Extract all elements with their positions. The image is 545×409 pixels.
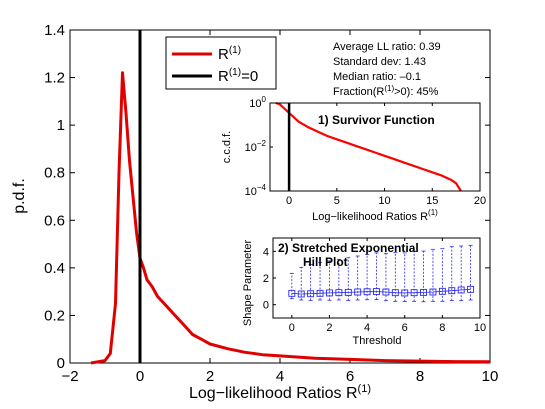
hill-x-tick-label: 8 [439,322,445,334]
survivor-y-tick-label: 10−2 [245,139,267,154]
hill-point-marker [438,287,446,295]
pdf-series-line [90,71,491,365]
hill-title-line-2: Hill Plot [303,255,348,269]
main-x-tick-label: −2 [61,368,78,385]
stat-median: Median ratio: –0.1 [333,71,421,83]
hill-point-marker [354,288,362,296]
main-x-tick-label: 2 [206,368,214,385]
main-x-tick-label: 10 [482,368,499,385]
hill-point-marker [363,288,371,296]
stat-average: Average LL ratio: 0.39 [333,41,441,53]
survivor-x-tick-label: 0 [286,195,292,207]
main-x-tick-label: 6 [346,368,354,385]
survivor-inset: 0 5 10 15 20 100 10−2 10−4 1) Survivor Function… [221,95,486,223]
hill-y-tick-label: 2 [263,273,269,285]
hill-point-marker [326,289,333,297]
stat-fraction: Fraction(R(1)>0): 45% [333,84,439,98]
hill-inset: 0 2 4 6 8 10 0 2 4 2) Stretched Exponential Hill… [242,237,486,347]
main-x-axis-label: Log−likelihood Ratios R(1) [189,383,371,402]
hill-axis-ticks [273,238,481,318]
survivor-x-tick-label: 10 [378,195,390,207]
legend-box [165,36,277,90]
survivor-series-layer [275,101,462,192]
legend-label-r1-zero: R(1)=0 [218,67,258,85]
main-series-layer [90,30,491,365]
hill-tick-labels: 0 2 4 6 8 10 0 2 4 [263,246,486,334]
stats-annotations: Average LL ratio: 0.39 Standard dev: 1.4… [333,41,441,98]
survivor-x-tick-label: 5 [334,195,340,207]
hill-point-marker [382,288,390,296]
survivor-y-axis-label: c.c.d.f. [221,131,233,163]
hill-point-marker [401,289,409,297]
hill-point-marker [467,285,475,293]
stat-stddev: Standard dev: 1.43 [333,56,426,68]
hill-x-tick-label: 6 [402,322,408,334]
main-legend: R(1) R(1)=0 [165,36,277,90]
hill-point-marker [420,288,427,296]
main-y-tick-label: 0.8 [44,165,65,182]
survivor-series-line [275,101,462,192]
hill-point-marker [307,290,315,298]
main-x-tick-label: 8 [416,368,424,385]
hill-point-marker [344,288,352,296]
hill-point-marker [288,289,296,297]
hill-x-tick-label: 4 [364,322,370,334]
hill-point-marker [373,288,380,296]
hill-x-tick-label: 10 [474,322,486,334]
hill-series-layer [288,244,475,303]
main-x-tick-label: 4 [276,368,284,385]
survivor-y-tick-label: 10−4 [245,183,267,198]
hill-x-tick-label: 0 [289,322,295,334]
main-y-tick-label: 1.4 [44,22,65,39]
survivor-y-tick-label: 100 [249,95,266,110]
hill-point-marker [316,289,324,297]
hill-point-marker [448,287,456,295]
survivor-x-axis-label: Log−likelihood Ratios R(1) [312,208,438,223]
survivor-x-tick-label: 20 [474,195,486,207]
main-y-tick-label: 1.2 [44,70,65,87]
main-y-axis-label: p.d.f. [11,178,28,214]
main-y-tick-label: 0.4 [44,260,65,277]
hill-x-tick-label: 2 [326,322,332,334]
main-y-tick-label: 0.6 [44,212,65,229]
hill-title-line-1: 2) Stretched Exponential [278,241,419,255]
hill-point-marker [410,289,418,297]
hill-point-marker [297,290,305,298]
hill-y-axis-label: Shape Parameter [242,240,254,327]
survivor-title: 1) Survivor Function [318,113,435,127]
hill-y-tick-label: 4 [263,246,269,258]
hill-x-axis-label: Threshold [353,335,402,347]
survivor-axis-ticks [270,102,481,192]
hill-point-marker [429,288,437,296]
main-y-tick-label: 0 [57,355,65,372]
hill-point-marker [335,289,343,297]
legend-label-r1: R(1) [218,45,241,63]
hill-point-marker [391,289,399,297]
main-y-tick-label: 1 [57,117,65,134]
survivor-tick-labels: 0 5 10 15 20 100 10−2 10−4 [245,95,487,207]
main-x-tick-label: 0 [136,368,144,385]
hill-point-marker [457,286,465,294]
hill-y-tick-label: 0 [263,300,269,312]
main-y-tick-label: 0.2 [44,307,65,324]
survivor-x-tick-label: 15 [426,195,438,207]
hill-connect-line [291,288,471,295]
